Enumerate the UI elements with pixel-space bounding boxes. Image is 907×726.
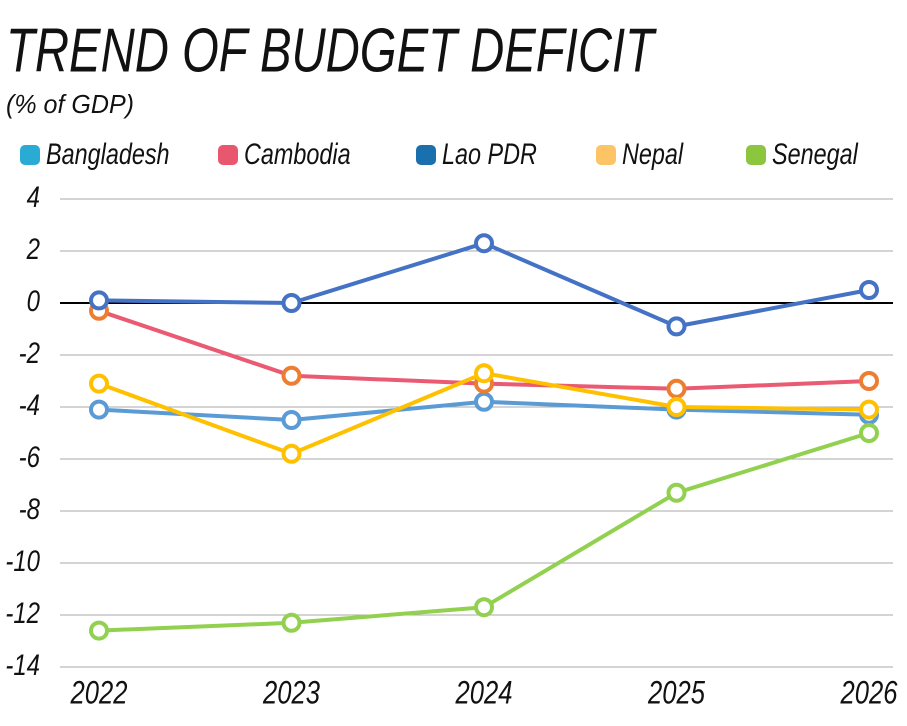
legend-swatch bbox=[20, 145, 40, 165]
x-tick-label: 2025 bbox=[647, 676, 706, 711]
data-point bbox=[859, 423, 879, 443]
data-point bbox=[474, 391, 494, 412]
data-point bbox=[89, 373, 109, 394]
chart-subtitle: (% of GDP) bbox=[6, 89, 134, 119]
data-point bbox=[859, 371, 879, 391]
y-tick-label: -12 bbox=[5, 595, 40, 629]
x-tick-label: 2026 bbox=[840, 676, 899, 711]
legend-label: Bangladesh bbox=[46, 137, 170, 170]
legend-swatch bbox=[416, 145, 436, 165]
data-point bbox=[474, 363, 494, 384]
data-point bbox=[89, 620, 109, 641]
data-point bbox=[666, 482, 687, 503]
y-tick-label: -10 bbox=[5, 543, 40, 577]
chart-title: TREND OF BUDGET DEFICIT bbox=[6, 16, 657, 85]
y-tick-label: -6 bbox=[19, 439, 41, 473]
data-point bbox=[281, 410, 302, 430]
data-point bbox=[89, 290, 109, 311]
x-tick-label: 2024 bbox=[455, 676, 513, 711]
legend-swatch bbox=[218, 145, 238, 165]
data-point bbox=[859, 399, 879, 420]
data-point bbox=[666, 316, 687, 337]
data-point bbox=[281, 293, 302, 313]
data-point bbox=[281, 612, 302, 633]
legend-swatch bbox=[746, 145, 766, 165]
y-tick-label: -2 bbox=[19, 335, 40, 369]
data-point bbox=[859, 280, 879, 300]
series-line bbox=[98, 241, 870, 329]
data-point bbox=[666, 397, 687, 417]
x-tick-label: 2022 bbox=[70, 676, 128, 711]
y-tick-label: -4 bbox=[19, 387, 40, 421]
data-point bbox=[474, 233, 494, 254]
data-point bbox=[89, 399, 109, 420]
y-tick-label: 0 bbox=[27, 283, 40, 317]
y-tick-label: 2 bbox=[26, 231, 40, 265]
y-tick-label: 4 bbox=[27, 179, 40, 213]
x-tick-label: 2023 bbox=[262, 676, 320, 711]
legend-label: Lao PDR bbox=[442, 137, 537, 170]
legend-label: Cambodia bbox=[244, 137, 351, 170]
data-point bbox=[666, 378, 687, 399]
y-tick-label: -8 bbox=[19, 491, 40, 525]
data-point bbox=[474, 597, 494, 618]
legend-label: Nepal bbox=[622, 137, 684, 170]
data-point bbox=[281, 365, 302, 386]
data-point bbox=[281, 443, 302, 464]
y-tick-label: -14 bbox=[5, 647, 40, 681]
legend-swatch bbox=[596, 145, 616, 165]
legend-label: Senegal bbox=[772, 137, 859, 170]
